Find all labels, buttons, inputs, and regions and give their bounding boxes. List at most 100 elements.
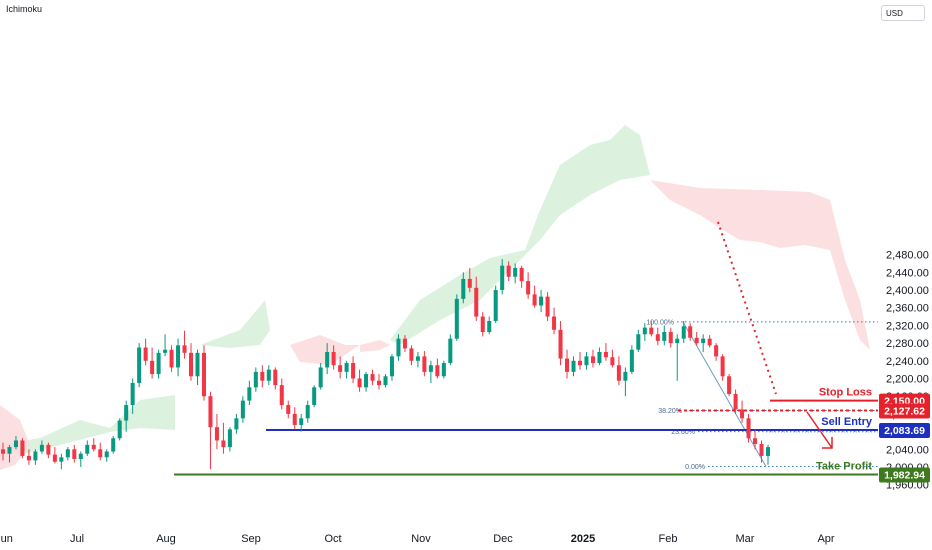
fib-level-label: 0.00% <box>685 464 705 471</box>
candle-body <box>662 332 667 341</box>
candle-body <box>461 278 466 299</box>
candle-body <box>260 371 265 381</box>
candle-body <box>137 347 142 383</box>
candle-body <box>247 387 252 401</box>
y-tick-label: 1,960.00 <box>886 480 929 492</box>
candle-body <box>234 418 239 430</box>
take-profit-badge <box>879 467 930 483</box>
candle-body <box>46 444 51 455</box>
price-axis: 2,480.00 2,440.00 2,400.00 2,360.00 2,320.00… <box>886 250 929 492</box>
candle-body <box>636 334 641 350</box>
candle-body <box>52 454 57 462</box>
candle-body <box>344 363 349 372</box>
candle-body <box>72 449 77 460</box>
candle-body <box>65 449 70 458</box>
candle-body <box>759 443 764 456</box>
cloud-bearish <box>0 180 870 470</box>
candle-body <box>156 352 161 375</box>
candle-body <box>305 405 310 419</box>
y-tick-label: 2,320.00 <box>886 320 929 332</box>
x-tick-label: Jul <box>70 533 84 545</box>
candle-body <box>169 349 174 368</box>
x-tick-label: Sep <box>241 533 261 545</box>
candlesticks <box>0 259 771 470</box>
candle-body <box>201 352 206 397</box>
downtrend-line <box>717 221 777 395</box>
candle-body <box>448 338 453 364</box>
stop-loss-label: Stop Loss <box>819 387 872 399</box>
candle-body <box>513 267 518 277</box>
candle-body <box>474 287 479 317</box>
candle-body <box>286 405 291 414</box>
badge-value: 2,083.69 <box>884 425 925 437</box>
x-tick-label: Feb <box>659 533 678 545</box>
x-tick-label: 2025 <box>571 533 595 545</box>
fib-level-label: 100.00% <box>646 319 674 326</box>
candle-body <box>188 352 194 377</box>
candle-body <box>39 444 44 452</box>
candle-body <box>428 365 433 372</box>
candle-body <box>733 393 738 410</box>
candle-body <box>629 349 634 372</box>
candle-body <box>111 438 116 452</box>
candle-body <box>208 396 213 428</box>
candle-body <box>668 332 673 344</box>
candle-body <box>331 351 336 366</box>
candle-body <box>292 413 297 425</box>
y-tick-label: 2,480.00 <box>886 250 929 262</box>
candle-body <box>389 356 394 377</box>
candle-body <box>714 345 719 357</box>
y-tick-label: 2,360.00 <box>886 303 929 315</box>
x-tick-label: Oct <box>324 533 341 545</box>
candle-body <box>577 360 583 366</box>
candle-body <box>240 400 245 419</box>
candle-body <box>454 298 459 339</box>
candle-body <box>33 451 38 461</box>
candle-body <box>500 265 505 290</box>
indicator-label: Ichimoku <box>6 4 42 14</box>
candle-body <box>701 338 706 344</box>
candle-body <box>441 363 446 377</box>
y-tick-label: 2,440.00 <box>886 267 929 279</box>
candle-body <box>753 438 758 444</box>
x-tick-label: Aug <box>156 533 176 545</box>
candle-body <box>506 265 511 277</box>
price-badges: 2,150.002,127.622,083.691,982.94 <box>879 393 930 483</box>
candle-body <box>552 316 557 330</box>
candle-body <box>299 418 304 425</box>
candle-body <box>649 327 654 335</box>
candle-body <box>590 356 595 364</box>
y-tick-label: 2,200.00 <box>886 374 929 386</box>
take-profit-label: Take Profit <box>816 461 872 473</box>
candle-body <box>720 356 725 377</box>
candle-body <box>493 290 498 321</box>
candle-body <box>312 387 317 406</box>
cloud-bullish <box>0 125 650 455</box>
candle-body <box>480 316 485 333</box>
trade-levels: Stop Loss Sell Entry Take Profit <box>174 387 878 476</box>
candle-body <box>273 369 278 386</box>
currency-selector[interactable]: USD <box>881 5 925 21</box>
candle-body <box>370 374 375 381</box>
candle-body <box>487 320 492 333</box>
candle-body <box>740 409 745 419</box>
time-axis: Jun Jul Aug Sep Oct Nov Dec 2025 Feb Mar Apr <box>0 533 835 545</box>
ichimoku-cloud <box>0 125 870 470</box>
candle-body <box>325 351 330 368</box>
candle-body <box>214 427 219 441</box>
candle-body <box>688 326 693 338</box>
candle-body <box>383 376 388 386</box>
x-tick-label: Apr <box>817 533 834 545</box>
candle-body <box>85 444 90 454</box>
candle-body <box>143 347 148 361</box>
candle-body <box>532 294 537 306</box>
candle-body <box>694 337 699 344</box>
candle-body <box>318 367 323 388</box>
candle-body <box>150 360 155 375</box>
candle-body <box>402 338 407 349</box>
candle-body <box>0 449 6 454</box>
fib-level-label: 38.20% <box>658 408 682 415</box>
y-tick-label: 2,040.00 <box>886 444 929 456</box>
candle-body <box>603 351 608 358</box>
